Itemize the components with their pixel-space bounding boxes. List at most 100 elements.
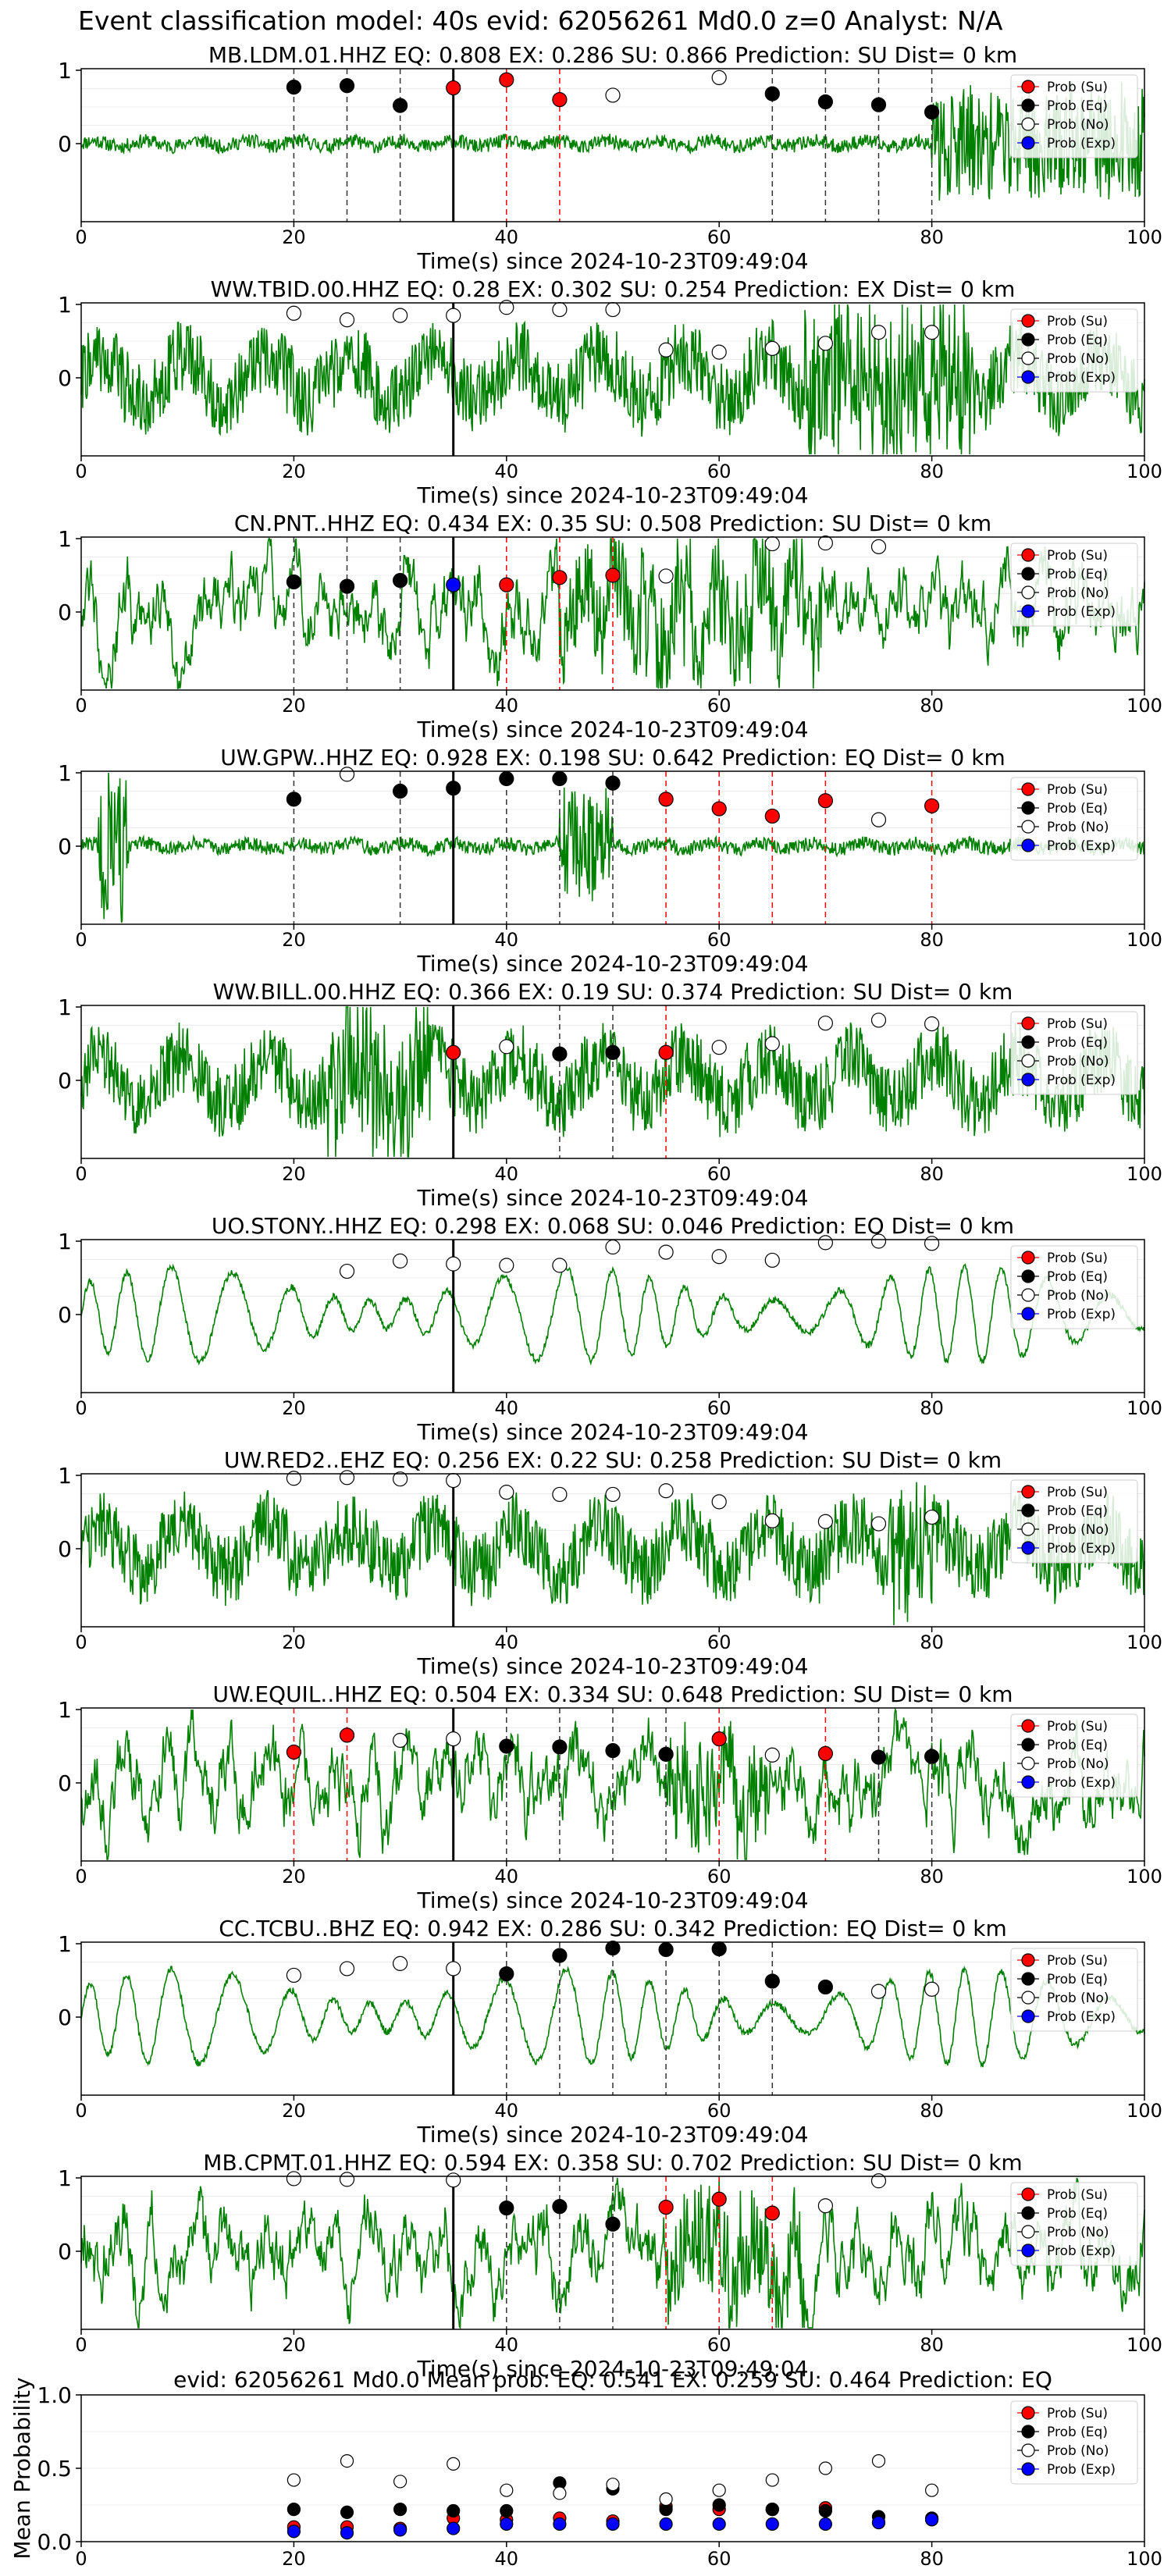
x-tick-label: 20 bbox=[282, 695, 306, 717]
prob-point-eq bbox=[552, 1739, 568, 1755]
prob-point-eq bbox=[286, 574, 301, 590]
prob-point-no bbox=[392, 308, 408, 323]
legend-marker-exp bbox=[1021, 136, 1035, 150]
legend-label: Prob (Eq) bbox=[1047, 1035, 1108, 1051]
legend-box bbox=[1010, 777, 1138, 861]
legend-label: Prob (Su) bbox=[1047, 1251, 1108, 1266]
x-tick-label: 40 bbox=[495, 695, 519, 717]
legend-marker-exp bbox=[1021, 370, 1035, 384]
panel-title: UW.EQUIL..HHZ EQ: 0.504 EX: 0.334 SU: 0.… bbox=[212, 1681, 1013, 1707]
x-tick-label: 20 bbox=[282, 1163, 306, 1185]
axes-frame bbox=[80, 1473, 1145, 1628]
prob-point-su bbox=[711, 1731, 727, 1747]
prob-point-eq bbox=[605, 1941, 621, 1956]
y-tick-label: 1 bbox=[58, 1697, 72, 1723]
prob-point-no bbox=[339, 1470, 355, 1485]
legend-marker-exp bbox=[1021, 1541, 1035, 1555]
mean-point-exp bbox=[765, 2517, 779, 2532]
legend-label: Prob (Exp) bbox=[1047, 604, 1116, 620]
axes-frame bbox=[80, 68, 1145, 222]
x-tick-label: 0 bbox=[75, 695, 87, 717]
legend-label: Prob (Exp) bbox=[1047, 370, 1116, 386]
panel-title: MB.CPMT.01.HHZ EQ: 0.594 EX: 0.358 SU: 0… bbox=[203, 2150, 1022, 2176]
legend-label: Prob (Exp) bbox=[1047, 2243, 1116, 2259]
legend-label: Prob (No) bbox=[1047, 1054, 1109, 1069]
prob-point-no bbox=[499, 300, 514, 315]
prob-point-eq bbox=[339, 78, 355, 94]
prob-point-no bbox=[870, 325, 887, 340]
prob-point-eq bbox=[764, 86, 780, 101]
prob-point-no bbox=[924, 1236, 940, 1251]
legend-marker-eq bbox=[1021, 1503, 1035, 1517]
x-axis-label: Time(s) since 2024-10-23T09:49:04 bbox=[416, 482, 808, 508]
y-tick-label: 1 bbox=[58, 760, 72, 786]
legend-marker-exp bbox=[1021, 2462, 1035, 2476]
prob-point-no bbox=[446, 1731, 461, 1747]
legend-marker-no bbox=[1021, 351, 1035, 365]
prob-point-eq bbox=[605, 775, 621, 791]
station-panel-7: UW.RED2..EHZ EQ: 0.256 EX: 0.22 SU: 0.25… bbox=[58, 1447, 1162, 1679]
x-tick-label: 0 bbox=[75, 929, 87, 951]
x-axis-label: Time(s) since 2024-10-23T09:49:04 bbox=[416, 717, 808, 742]
mean-point-eq bbox=[500, 2503, 514, 2518]
prob-point-no bbox=[764, 1036, 780, 1051]
axes-frame bbox=[80, 2176, 1145, 2330]
x-tick-label: 100 bbox=[1127, 695, 1162, 717]
prob-point-su bbox=[817, 1745, 834, 1761]
station-panel-6: UO.STONY..HHZ EQ: 0.298 EX: 0.068 SU: 0.… bbox=[58, 1213, 1162, 1445]
legend-marker-no bbox=[1021, 820, 1035, 834]
prob-point-su bbox=[552, 570, 568, 585]
prob-point-no bbox=[658, 568, 674, 584]
x-tick-label: 20 bbox=[282, 2334, 306, 2356]
waveform-trace bbox=[80, 304, 1145, 455]
x-tick-label: 40 bbox=[495, 2100, 519, 2122]
waveform-trace bbox=[80, 1482, 1145, 1626]
station-panel-4: UW.GPW..HHZ EQ: 0.928 EX: 0.198 SU: 0.64… bbox=[58, 745, 1162, 977]
prob-point-su bbox=[446, 80, 461, 96]
x-tick-label: 100 bbox=[1127, 1866, 1162, 1888]
prob-point-eq bbox=[658, 1941, 674, 1958]
mean-point-exp bbox=[393, 2523, 408, 2537]
x-tick-label: 80 bbox=[920, 1866, 944, 1888]
prob-point-no bbox=[446, 1472, 461, 1489]
figure-title: Event classification model: 40s evid: 62… bbox=[78, 5, 1003, 36]
axes-frame bbox=[80, 770, 1145, 925]
x-tick-label: 80 bbox=[920, 695, 944, 717]
x-tick-label: 0 bbox=[75, 2548, 87, 2570]
prob-point-eq bbox=[286, 80, 301, 95]
prob-point-no bbox=[924, 1509, 940, 1525]
x-tick-label: 20 bbox=[282, 2100, 306, 2122]
legend-label: Prob (Eq) bbox=[1047, 1269, 1108, 1285]
prob-point-no bbox=[924, 325, 940, 340]
legend-marker-su bbox=[1021, 1719, 1035, 1733]
x-tick-label: 100 bbox=[1127, 1163, 1162, 1185]
mean-point-no bbox=[340, 2454, 354, 2468]
prob-point-su bbox=[446, 1044, 461, 1060]
waveform-trace bbox=[80, 2177, 1145, 2330]
prob-point-no bbox=[711, 1494, 727, 1510]
y-tick-label: 1 bbox=[58, 526, 72, 552]
legend-label: Prob (No) bbox=[1047, 1991, 1109, 2006]
mean-point-no bbox=[606, 2478, 620, 2492]
prob-point-no bbox=[446, 1256, 461, 1272]
y-tick-label: 0 bbox=[58, 834, 72, 859]
mean-point-exp bbox=[712, 2517, 726, 2532]
prob-point-no bbox=[870, 812, 887, 827]
prob-point-su bbox=[658, 792, 674, 807]
mean-point-eq bbox=[340, 2505, 354, 2519]
x-tick-label: 20 bbox=[282, 929, 306, 951]
prob-point-no bbox=[605, 87, 621, 103]
x-tick-label: 100 bbox=[1127, 1631, 1162, 1653]
x-axis-label: Time(s) since 2024-10-23T09:49:04 bbox=[416, 2356, 808, 2382]
panel-title: WW.TBID.00.HHZ EQ: 0.28 EX: 0.302 SU: 0.… bbox=[211, 276, 1016, 302]
legend-label: Prob (No) bbox=[1047, 1522, 1109, 1538]
axes-frame bbox=[80, 1941, 1145, 2096]
prob-point-eq bbox=[552, 770, 568, 787]
prob-point-eq bbox=[339, 578, 355, 594]
legend-marker-exp bbox=[1021, 2243, 1035, 2258]
prob-point-no bbox=[392, 1253, 408, 1268]
y-tick-label: 1 bbox=[58, 292, 72, 318]
prob-point-su bbox=[552, 91, 568, 108]
x-tick-label: 0 bbox=[75, 1866, 87, 1888]
legend-marker-no bbox=[1021, 1054, 1035, 1068]
